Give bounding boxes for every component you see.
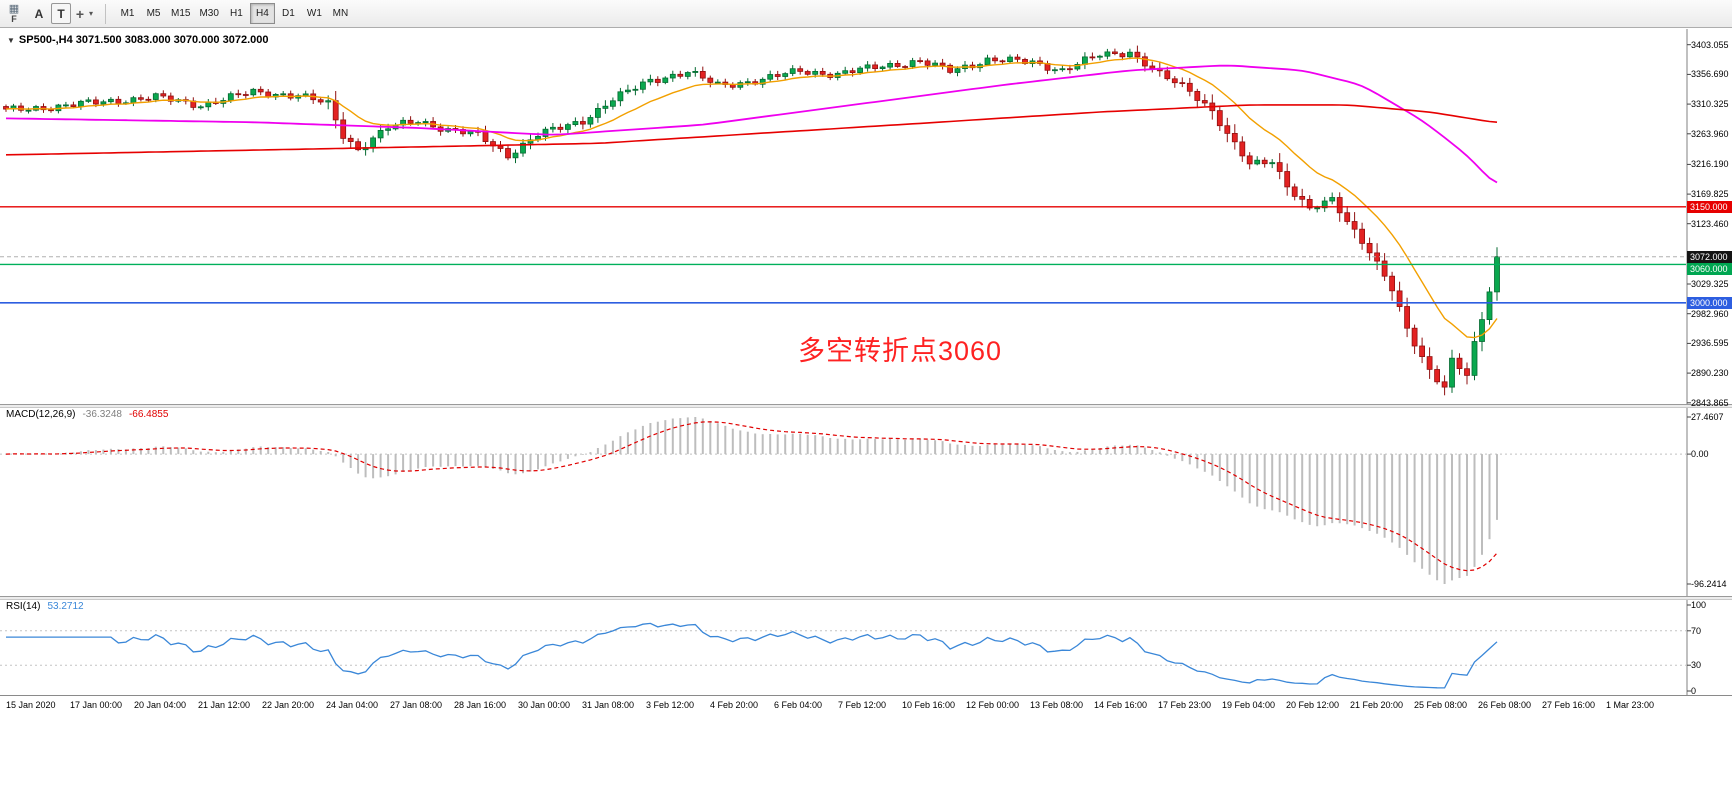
ma-slow-line — [5, 104, 1498, 156]
timeframe-M15[interactable]: M15 — [167, 3, 194, 24]
candlestick-series — [3, 45, 1500, 396]
tools-dropdown-icon[interactable]: ▾ — [89, 9, 94, 18]
timeframe-M30[interactable]: M30 — [195, 3, 222, 24]
timeframe-group: M1 M5 M15 M30 H1 H4 D1 W1 MN — [115, 3, 353, 24]
rsi-label: RSI(14) 53.2712 — [6, 601, 84, 612]
rsi-label-name: RSI(14) — [6, 601, 41, 612]
rsi-line — [6, 622, 1498, 689]
panel-splitter-macd[interactable] — [0, 404, 1732, 408]
toolbar-f-label: F — [11, 13, 17, 24]
ma-mid-line — [5, 64, 1498, 184]
timeframe-D1[interactable]: D1 — [276, 3, 301, 24]
toolbar-left-stack: ▦ F — [4, 2, 24, 24]
timeframe-H1[interactable]: H1 — [224, 3, 249, 24]
timeframe-MN[interactable]: MN — [328, 3, 353, 24]
timeframe-M5[interactable]: M5 — [141, 3, 166, 24]
toolbar-separator — [105, 3, 107, 24]
timeframe-M1[interactable]: M1 — [115, 3, 140, 24]
symbol-title: ▼ SP500-,H4 3071.500 3083.000 3070.000 3… — [7, 34, 268, 46]
macd-value-signal: -66.4855 — [128, 409, 169, 420]
macd-label: MACD(12,26,9) -36.3248 -66.4855 — [6, 409, 168, 420]
timeframe-H4[interactable]: H4 — [249, 3, 275, 24]
rsi-value: 53.2712 — [47, 601, 84, 612]
text-label-tool-button[interactable]: T — [51, 3, 71, 24]
symbol-ohlc-text: SP500-,H4 3071.500 3083.000 3070.000 307… — [18, 34, 269, 46]
symbol-dropdown-icon[interactable]: ▼ — [7, 35, 15, 45]
macd-label-name: MACD(12,26,9) — [6, 409, 76, 420]
toolbar: ▦ F A T + ▾ M1 M5 M15 M30 H1 H4 D1 W1 MN — [0, 0, 1732, 28]
ma-fast-line — [5, 57, 1498, 339]
chart-annotation: 多空转折点3060 — [798, 336, 1003, 366]
macd-signal-line — [5, 421, 1498, 572]
arrow-text-tool-button[interactable]: A — [29, 3, 49, 24]
crosshair-tool-icon[interactable]: + — [75, 5, 85, 22]
macd-histogram — [12, 417, 1498, 584]
macd-value-main: -36.3248 — [82, 409, 122, 420]
timeframe-W1[interactable]: W1 — [302, 3, 327, 24]
time-axis-separator — [0, 695, 1732, 696]
charts-grid-icon[interactable]: ▦ — [8, 2, 20, 15]
panel-splitter-rsi[interactable] — [0, 596, 1732, 600]
